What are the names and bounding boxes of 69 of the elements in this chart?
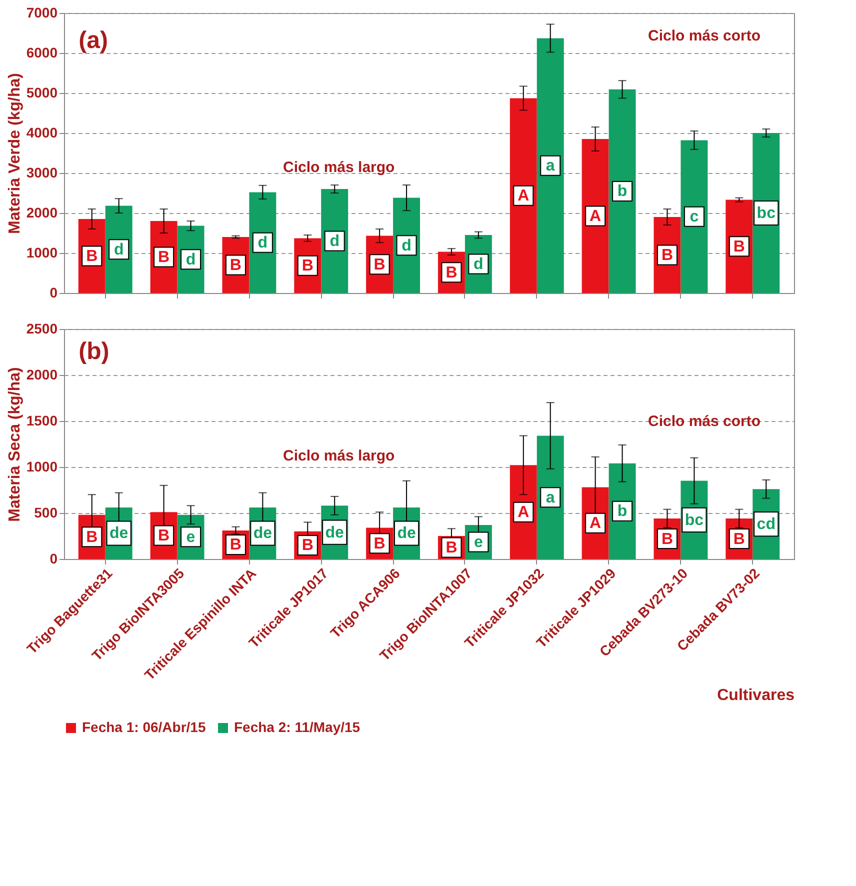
- annotation: Ciclo más largo: [283, 159, 395, 176]
- y-axis-title: Materia Seca (kg/ha): [6, 367, 24, 522]
- bar: [582, 139, 609, 293]
- legend-label: Fecha 1: 06/Abr/15: [82, 719, 206, 735]
- data-label: B: [230, 257, 242, 274]
- y-tick-label: 1500: [26, 412, 58, 428]
- y-tick-label: 0: [50, 284, 58, 300]
- y-tick-label: 1000: [26, 244, 58, 260]
- data-label: de: [110, 525, 128, 542]
- data-label: A: [518, 504, 530, 522]
- data-label: d: [402, 237, 412, 254]
- data-label: cd: [756, 516, 776, 534]
- data-label: c: [690, 208, 699, 226]
- bar: [608, 89, 636, 293]
- y-tick-label: 6000: [26, 44, 58, 60]
- data-label: bc: [756, 205, 776, 222]
- data-label: B: [158, 528, 170, 545]
- data-label: b: [617, 503, 628, 520]
- data-label: e: [474, 534, 483, 551]
- data-label: B: [302, 537, 314, 554]
- data-label: d: [474, 256, 484, 273]
- annotation: (b): [78, 338, 110, 365]
- bar: [510, 98, 537, 293]
- y-tick-label: 2000: [26, 366, 58, 382]
- data-label: B: [446, 540, 458, 556]
- data-label: de: [253, 525, 272, 542]
- y-tick-label: 3000: [26, 164, 58, 180]
- legend-label: Fecha 2: 11/May/15: [234, 719, 360, 735]
- y-tick-label: 5000: [26, 84, 58, 100]
- y-tick-label: 1000: [26, 458, 58, 474]
- y-tick-label: 2000: [26, 204, 58, 220]
- data-label: B: [158, 249, 170, 266]
- data-label: B: [446, 264, 458, 282]
- bar: [536, 38, 564, 293]
- data-label: b: [617, 183, 628, 200]
- data-label: B: [661, 247, 674, 264]
- annotation: (a): [78, 27, 108, 54]
- data-label: bc: [684, 512, 704, 529]
- data-label: B: [733, 238, 745, 256]
- y-tick-label: 4000: [26, 124, 58, 140]
- data-label: d: [258, 234, 268, 252]
- y-axis-title: Materia Verde (kg/ha): [6, 73, 24, 234]
- data-label: de: [325, 524, 344, 542]
- y-tick-label: 500: [34, 504, 58, 520]
- data-label: B: [230, 536, 242, 554]
- data-label: de: [397, 525, 416, 542]
- y-tick-label: 7000: [26, 4, 58, 20]
- data-label: a: [546, 489, 555, 506]
- data-label: B: [374, 535, 386, 552]
- data-label: B: [733, 530, 745, 548]
- annotation: Ciclo más largo: [283, 448, 395, 464]
- annotation: Ciclo más corto: [648, 413, 761, 430]
- annotation: Ciclo más corto: [648, 27, 761, 44]
- y-tick-label: 0: [50, 550, 58, 566]
- data-label: A: [518, 188, 530, 205]
- data-label: B: [661, 530, 674, 548]
- data-label: d: [186, 251, 196, 268]
- data-label: e: [186, 528, 196, 546]
- data-label: B: [302, 258, 314, 275]
- data-label: d: [330, 233, 340, 250]
- data-label: a: [546, 158, 555, 175]
- x-axis-title: Cultivares: [717, 686, 795, 704]
- data-label: B: [86, 248, 98, 265]
- data-label: B: [374, 256, 386, 274]
- y-tick-label: 2500: [26, 320, 58, 336]
- data-label: d: [114, 241, 124, 258]
- data-label: A: [590, 515, 602, 532]
- data-label: A: [590, 208, 602, 225]
- data-label: B: [86, 528, 98, 546]
